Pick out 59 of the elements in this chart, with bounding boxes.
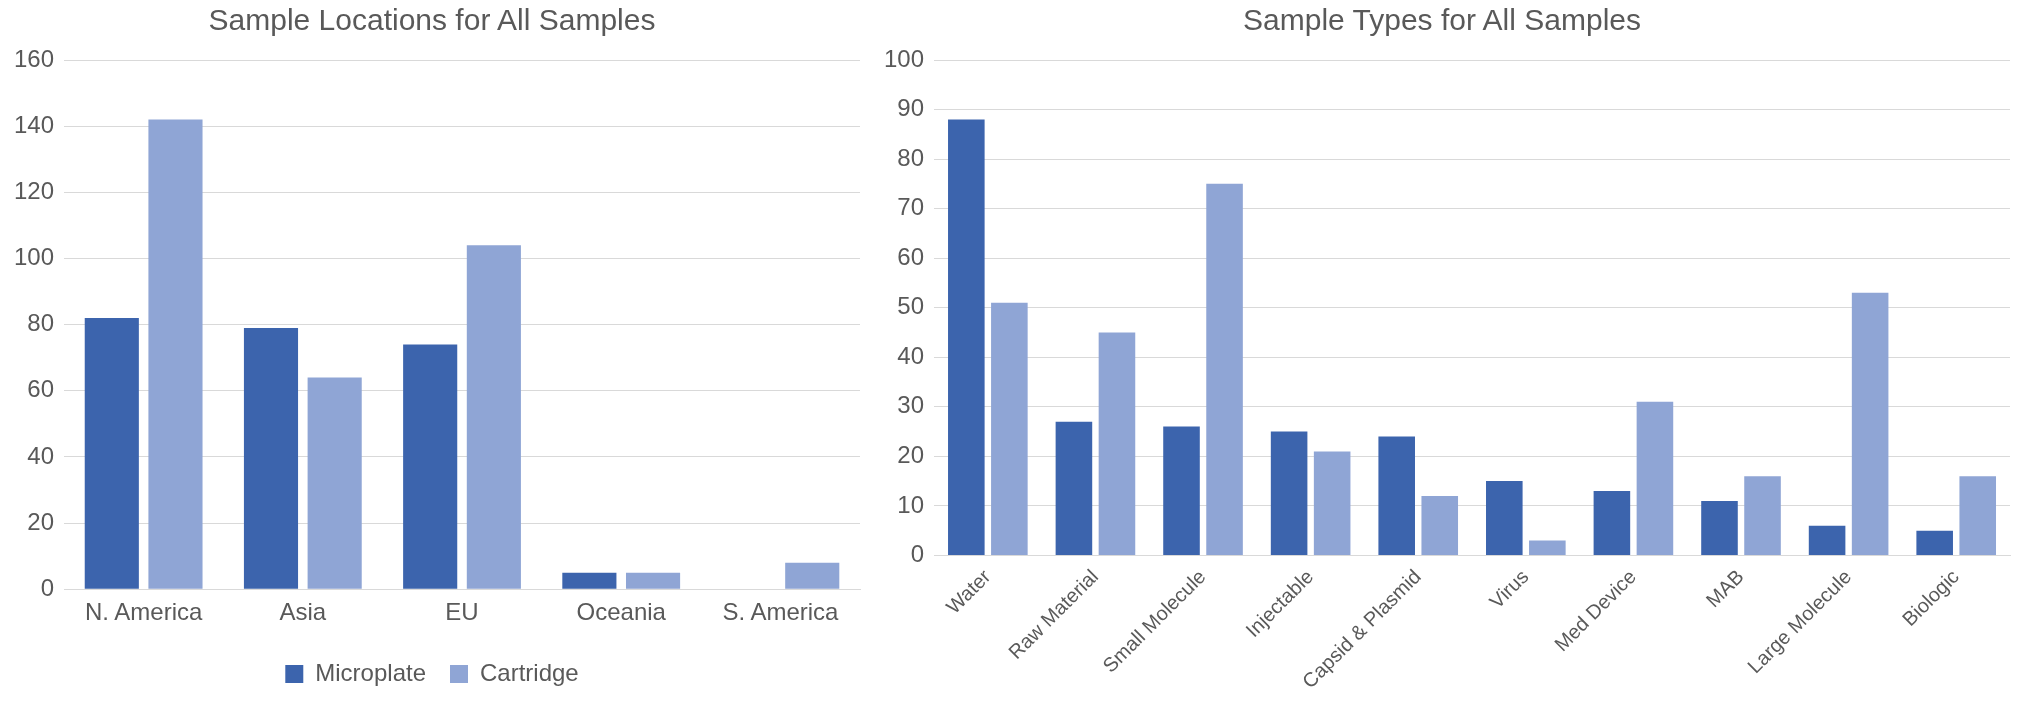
bar bbox=[148, 119, 203, 589]
bar bbox=[1270, 431, 1308, 555]
bar bbox=[625, 572, 681, 589]
bar bbox=[307, 377, 362, 589]
x-tick-label: Virus bbox=[1485, 565, 1533, 613]
legend-label: Microplate bbox=[315, 658, 427, 686]
bar bbox=[1206, 183, 1243, 555]
y-tick-label: 10 bbox=[897, 490, 925, 518]
bar bbox=[991, 302, 1028, 555]
y-tick-label: 70 bbox=[897, 193, 925, 221]
bar bbox=[1163, 426, 1200, 555]
x-tick-label: N. America bbox=[84, 598, 203, 626]
y-tick-label: 160 bbox=[14, 44, 55, 72]
y-tick-label: 60 bbox=[27, 375, 55, 403]
y-tick-label: 40 bbox=[897, 341, 925, 369]
x-tick-label: S. America bbox=[722, 598, 840, 626]
x-tick-label: EU bbox=[445, 598, 479, 626]
x-tick-label: Asia bbox=[279, 598, 327, 626]
bar bbox=[403, 344, 458, 589]
y-tick-label: 140 bbox=[14, 110, 55, 138]
y-tick-label: 50 bbox=[897, 292, 925, 320]
y-tick-label: 40 bbox=[27, 441, 55, 469]
y-tick-label: 60 bbox=[897, 242, 925, 270]
y-tick-label: 0 bbox=[40, 573, 55, 601]
bar bbox=[466, 245, 521, 589]
bar bbox=[1313, 451, 1351, 555]
bar bbox=[1808, 525, 1846, 555]
bar bbox=[1421, 495, 1459, 555]
bar bbox=[1744, 476, 1781, 555]
bar bbox=[1486, 481, 1523, 555]
bar bbox=[1636, 401, 1674, 555]
bar bbox=[785, 562, 840, 589]
legend-label: Cartridge bbox=[480, 658, 579, 686]
y-tick-label: 0 bbox=[910, 540, 925, 568]
bar bbox=[1055, 421, 1093, 555]
y-tick-label: 120 bbox=[14, 176, 55, 204]
y-tick-label: 20 bbox=[27, 507, 55, 535]
bar bbox=[1851, 292, 1889, 555]
bar bbox=[1529, 540, 1566, 555]
y-tick-label: 30 bbox=[897, 391, 925, 419]
bar bbox=[1593, 491, 1631, 555]
bar bbox=[1098, 332, 1136, 555]
y-tick-label: 100 bbox=[884, 44, 925, 72]
bar bbox=[562, 572, 617, 589]
y-tick-label: 80 bbox=[897, 143, 925, 171]
chart-title: Sample Locations for All Samples bbox=[208, 3, 656, 37]
chart-title: Sample Types for All Samples bbox=[1243, 3, 1641, 37]
bar bbox=[1959, 476, 1997, 555]
y-tick-label: 20 bbox=[897, 440, 925, 468]
bar bbox=[1378, 436, 1415, 555]
y-tick-label: 80 bbox=[27, 309, 55, 337]
bar bbox=[1916, 530, 1953, 555]
bar bbox=[243, 327, 299, 589]
bar bbox=[84, 317, 139, 589]
y-tick-label: 90 bbox=[897, 94, 925, 122]
x-tick-label: Oceania bbox=[576, 598, 667, 626]
bar bbox=[948, 119, 985, 555]
y-tick-label: 100 bbox=[14, 243, 55, 271]
bar bbox=[1701, 500, 1738, 555]
